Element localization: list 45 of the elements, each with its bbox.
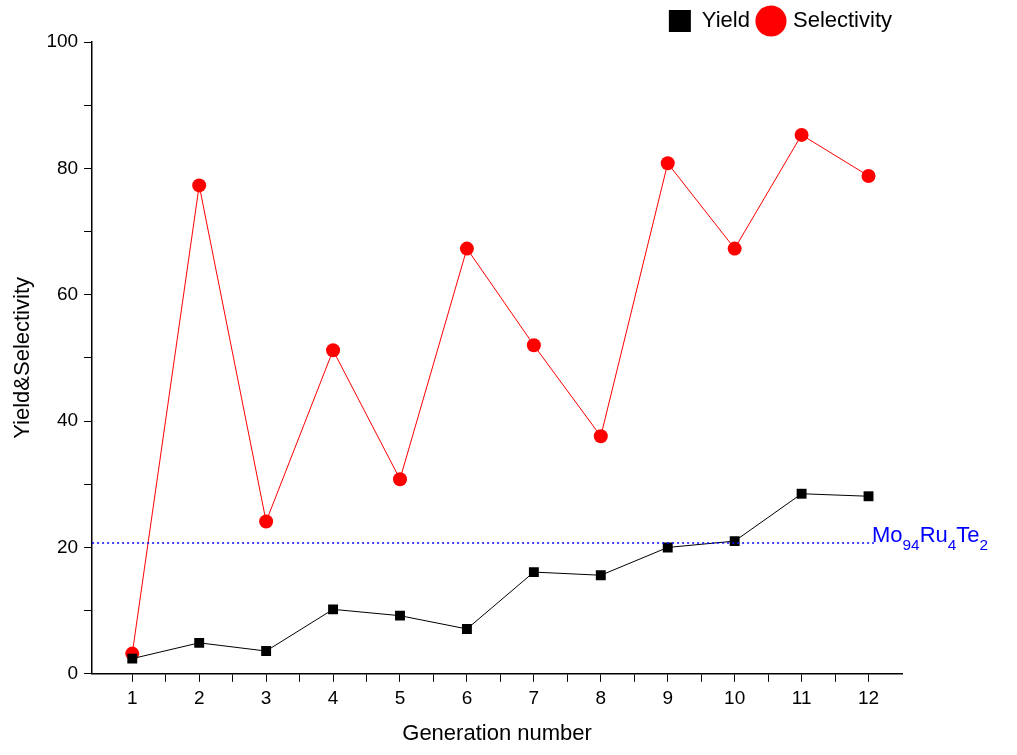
point (127, 653, 138, 664)
point (259, 514, 274, 529)
point (727, 241, 742, 256)
x-tick-label: 7 (528, 687, 540, 709)
point (593, 429, 608, 444)
point (192, 178, 207, 193)
point (328, 604, 339, 615)
point (461, 623, 472, 634)
x-tick-label: 4 (327, 687, 339, 709)
point (662, 542, 673, 553)
y-tick-label: 20 (56, 535, 79, 557)
x-tick-label: 12 (857, 687, 880, 709)
y-axis-title: Yield&Selectivity (9, 276, 35, 439)
point (261, 646, 272, 657)
x-tick-label: 3 (260, 687, 272, 709)
x-tick-label: 1 (126, 687, 138, 709)
x-tick-label: 11 (791, 687, 812, 709)
x-axis-title: Generation number (402, 719, 592, 745)
x-tick-label: 2 (193, 687, 205, 709)
point (395, 610, 405, 621)
point (459, 241, 474, 256)
x-tick-label: 8 (595, 687, 607, 709)
x-tick-label: 6 (461, 687, 473, 709)
y-tick-label: 0 (67, 662, 79, 684)
x-tick-label: 10 (724, 687, 746, 709)
y-tick-label: 60 (56, 282, 79, 304)
point (794, 127, 809, 142)
point (326, 343, 341, 358)
y-tick-label: 40 (56, 409, 79, 431)
point (393, 472, 407, 487)
point (528, 567, 539, 578)
y-tick-label: 100 (46, 30, 79, 52)
point (796, 488, 807, 499)
point (863, 491, 874, 502)
legend-label: Selectivity (792, 7, 893, 33)
x-tick-label: 5 (394, 687, 406, 709)
point (660, 156, 675, 171)
x-tick-label: 9 (662, 687, 674, 709)
point (595, 570, 606, 581)
y-tick-label: 80 (56, 156, 79, 178)
legend-label: Yield (701, 7, 750, 33)
point (194, 637, 205, 648)
point (861, 168, 876, 183)
point (729, 536, 740, 547)
point (526, 338, 541, 353)
